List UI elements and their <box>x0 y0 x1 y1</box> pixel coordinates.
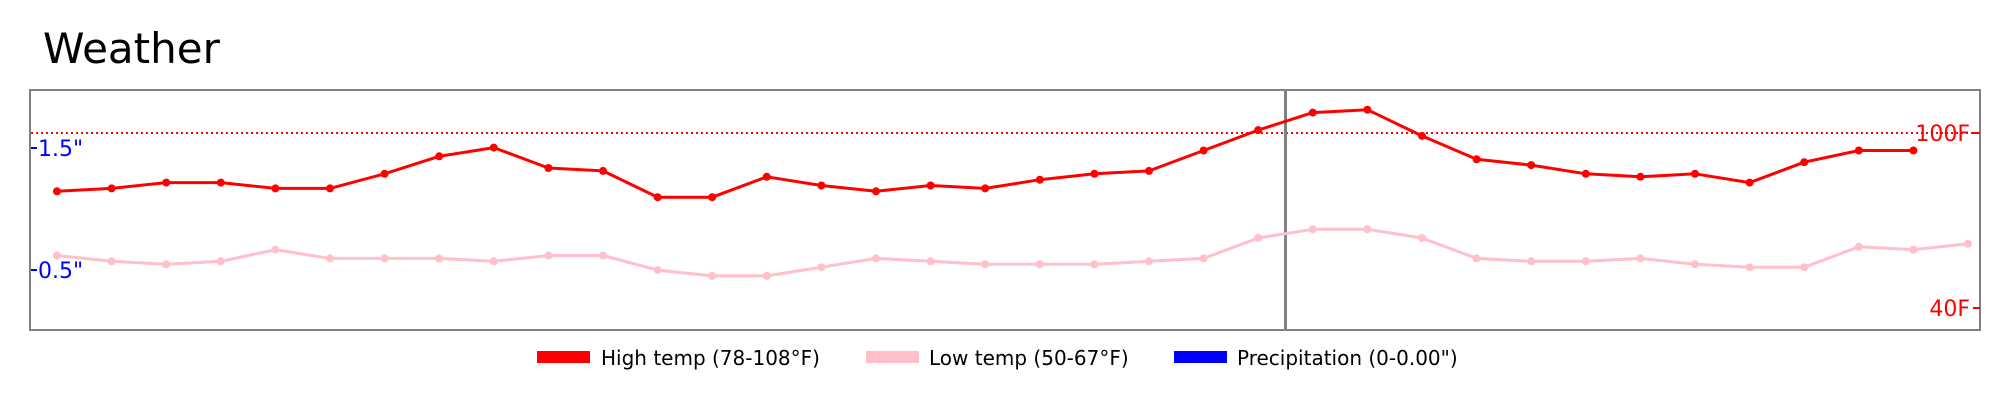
low-temp-point-6 <box>380 254 389 263</box>
low-temp-point-7 <box>435 254 444 263</box>
high-temp-point-33 <box>1854 146 1863 155</box>
low-temp-point-26 <box>1472 254 1481 263</box>
low-temp-line <box>56 227 1969 278</box>
high-temp-point-23 <box>1308 108 1317 117</box>
high-temp-point-1 <box>107 184 116 193</box>
low-temp-point-35 <box>1964 239 1972 248</box>
low-temp-point-8 <box>489 257 498 266</box>
high-temp-point-34 <box>1909 146 1918 155</box>
legend-swatch-precip <box>1174 351 1227 363</box>
low-temp-point-33 <box>1854 242 1863 251</box>
left-tick-label-0-5: 0.5" <box>38 259 83 284</box>
high-temp-point-2 <box>162 178 171 187</box>
low-temp-point-17 <box>981 260 990 269</box>
high-temp-point-7 <box>435 152 444 161</box>
right-tick-label-100f: 100F <box>1915 122 1970 147</box>
high-temp-point-10 <box>599 166 607 175</box>
low-temp-point-10 <box>599 251 607 260</box>
high-temp-point-27 <box>1527 161 1536 170</box>
high-temp-point-20 <box>1145 166 1153 175</box>
high-temp-point-17 <box>981 184 990 193</box>
low-temp-point-27 <box>1527 257 1536 266</box>
low-temp-point-1 <box>107 257 116 266</box>
low-temp-point-0 <box>53 251 61 260</box>
right-tick-label-40f: 40F <box>1929 297 1970 322</box>
high-temp-point-9 <box>544 164 553 172</box>
high-temp-point-15 <box>872 187 880 196</box>
low-temp-point-25 <box>1418 234 1426 242</box>
low-temp-point-4 <box>271 245 280 254</box>
high-temp-point-29 <box>1636 172 1645 181</box>
low-temp-point-14 <box>817 263 826 272</box>
high-temp-point-28 <box>1581 169 1590 178</box>
low-temp-point-28 <box>1581 257 1590 266</box>
legend-label-low: Low temp (50-67°F) <box>929 346 1129 370</box>
low-temp-point-23 <box>1308 225 1317 234</box>
high-temp-point-4 <box>271 184 280 193</box>
low-temp-point-5 <box>326 254 334 263</box>
high-temp-point-3 <box>216 178 225 187</box>
legend: High temp (78-108°F) Low temp (50-67°F) … <box>537 346 1458 370</box>
axis-ticks: 0.5" 1.5" 40F 100F <box>31 122 1980 322</box>
low-temp-point-18 <box>1035 260 1044 269</box>
low-temp-point-24 <box>1363 225 1372 234</box>
low-temp-point-20 <box>1145 257 1153 266</box>
high-temp-point-13 <box>762 172 771 181</box>
high-temp-point-24 <box>1363 105 1372 114</box>
low-temp-point-2 <box>162 260 171 269</box>
high-temp-point-32 <box>1800 158 1809 167</box>
legend-swatch-high <box>537 351 590 363</box>
high-temp-point-21 <box>1199 146 1208 155</box>
low-temp-point-13 <box>762 271 771 280</box>
high-temp-point-0 <box>53 187 61 196</box>
low-temp-point-31 <box>1745 263 1754 272</box>
legend-label-high: High temp (78-108°F) <box>601 346 820 370</box>
low-temp-point-30 <box>1691 260 1699 269</box>
high-temp-point-8 <box>489 143 498 152</box>
high-temp-point-14 <box>817 181 826 190</box>
high-temp-point-19 <box>1090 169 1099 178</box>
chart-title: Weather <box>43 24 221 73</box>
high-temp-point-31 <box>1745 178 1754 187</box>
high-temp-line <box>56 108 1914 199</box>
high-temp-point-5 <box>326 184 334 193</box>
low-temp-point-19 <box>1090 260 1099 269</box>
high-temp-point-22 <box>1254 126 1263 135</box>
high-temp-series-layer <box>53 105 1918 202</box>
high-temp-point-6 <box>380 169 389 178</box>
high-temp-point-25 <box>1418 131 1426 140</box>
low-temp-point-15 <box>872 254 880 263</box>
high-temp-point-16 <box>926 181 935 190</box>
high-temp-point-12 <box>708 193 717 202</box>
low-temp-point-34 <box>1909 245 1918 254</box>
legend-swatch-low <box>866 351 919 363</box>
legend-label-precip: Precipitation (0-0.00") <box>1237 346 1458 370</box>
low-temp-point-11 <box>653 266 662 275</box>
low-temp-point-16 <box>926 257 935 266</box>
low-temp-point-29 <box>1636 254 1645 263</box>
high-temp-point-11 <box>653 193 662 202</box>
high-temp-point-18 <box>1035 175 1044 184</box>
left-tick-label-1-5: 1.5" <box>38 137 83 162</box>
low-temp-point-21 <box>1199 254 1208 263</box>
low-temp-point-3 <box>216 257 225 266</box>
high-temp-point-26 <box>1472 155 1481 164</box>
low-temp-point-12 <box>708 271 717 280</box>
low-temp-point-9 <box>544 251 553 260</box>
high-temp-point-30 <box>1691 169 1699 178</box>
plot-frame <box>29 89 1981 331</box>
low-temp-point-22 <box>1254 234 1263 242</box>
low-temp-series-layer <box>53 225 1972 280</box>
low-temp-point-32 <box>1800 263 1809 272</box>
